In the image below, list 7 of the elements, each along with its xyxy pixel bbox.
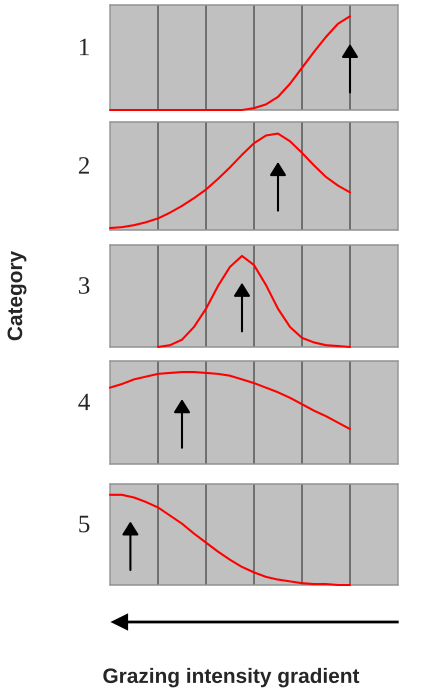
x-axis-title: Grazing intensity gradient (103, 668, 360, 688)
y-axis-title: Category (8, 250, 26, 340)
text: 3 (79, 277, 90, 294)
text: 1 (80, 38, 89, 56)
text: 2 (78, 157, 89, 174)
text: 5 (79, 516, 90, 532)
text: 4 (78, 394, 90, 410)
